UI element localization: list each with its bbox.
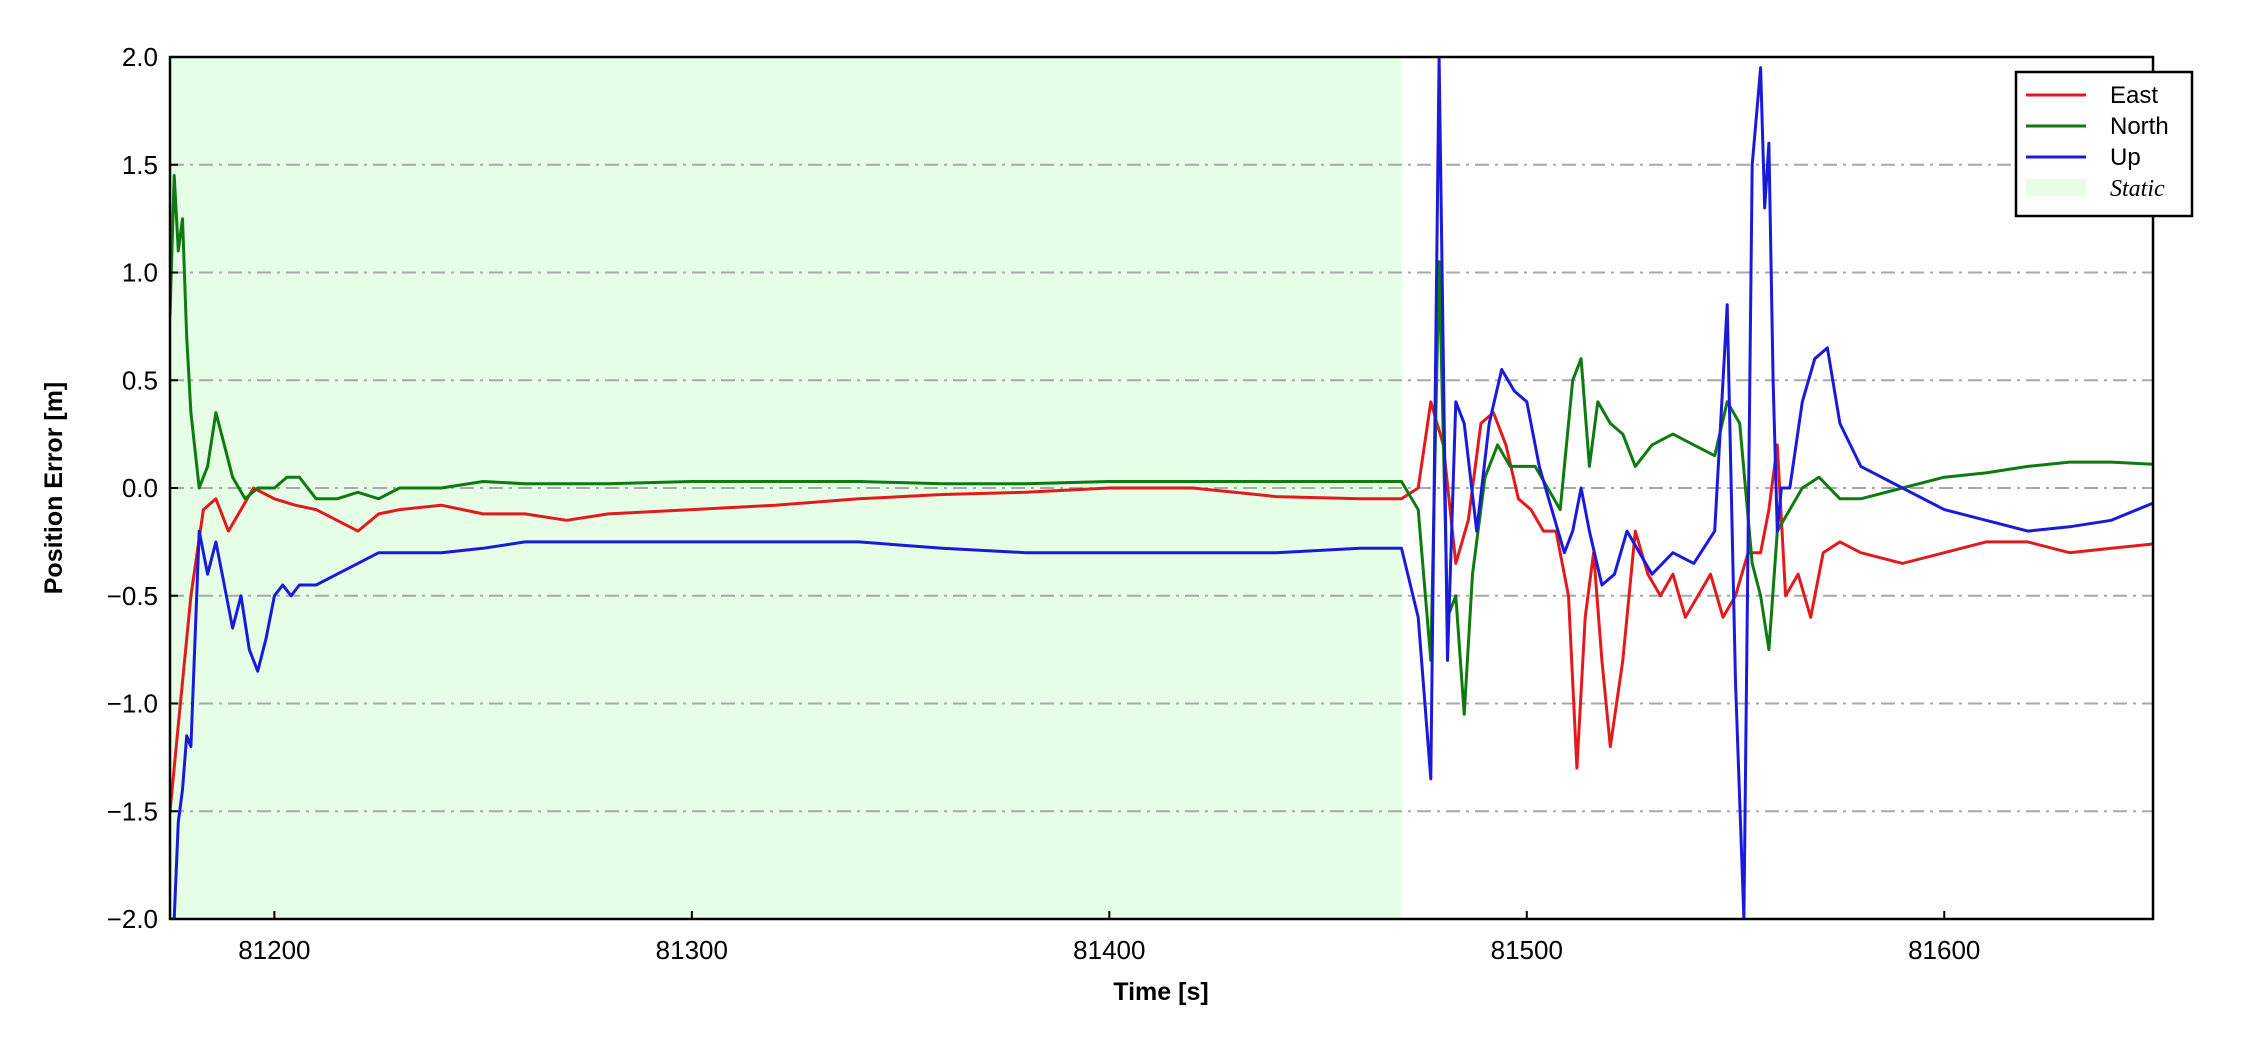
y-tick-label: 1.0 [122,258,158,288]
x-tick-label: 81200 [238,935,310,965]
series-line-north [170,174,2153,716]
series-layer [170,57,2153,919]
x-tick-label: 81400 [1073,935,1145,965]
y-tick-label: 0.0 [122,473,158,503]
legend-label-north: North [2110,113,2169,140]
y-tick-label: −1.0 [107,689,158,719]
x-tick-label: 81600 [1908,935,1980,965]
series-line-east [170,400,2153,812]
y-tick-label: 0.5 [122,365,158,395]
x-axis-title: Time [s] [1113,978,1208,1006]
y-tick-label: 2.0 [122,42,158,72]
legend-label-east: East [2110,82,2158,109]
legend-label-static: Static [2110,176,2165,202]
legend: East North Up Static [2014,70,2194,218]
y-tick-label: −0.5 [107,581,158,611]
y-tick-label: 1.5 [122,150,158,180]
x-tick-label: 81300 [656,935,728,965]
legend-swatch-static [2026,179,2086,196]
series-line-up [170,57,2153,919]
y-tick-label: −1.5 [107,796,158,826]
legend-label-up: Up [2110,144,2141,171]
y-axis-title: Position Error [m] [40,382,68,595]
x-tick-label: 81500 [1491,935,1563,965]
axis-ticks: −2.0 −1.5 −1.0 −0.5 0.0 0.5 1.0 1.5 2.0 81200 8130… [107,42,1981,965]
y-tick-label: −2.0 [107,904,158,934]
